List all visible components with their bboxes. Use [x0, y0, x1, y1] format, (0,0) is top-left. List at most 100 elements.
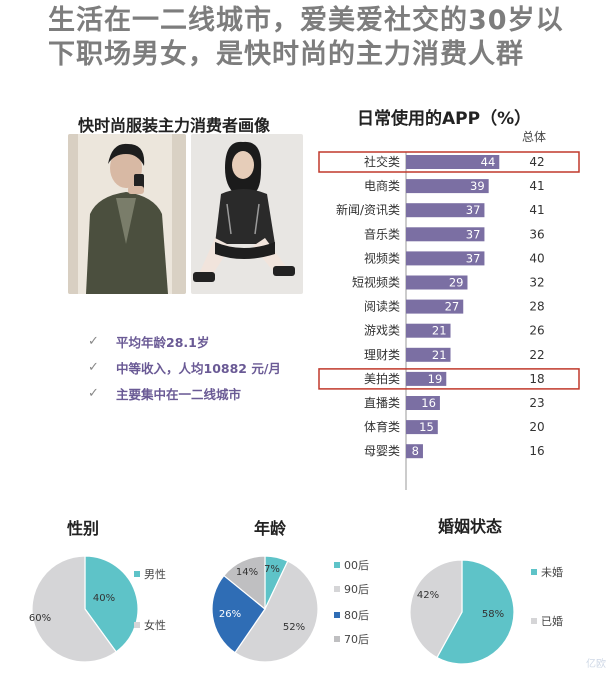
- bar: [406, 227, 485, 242]
- consumer-profile-title: 快时尚服装主力消费者画像: [78, 116, 271, 135]
- headline-line-1: 生活在一二线城市，爱美爱社交的30岁以: [48, 5, 564, 36]
- bullet-city-tier: ✓ 主要集中在一二线城市: [88, 380, 281, 406]
- bar-value-label: 37: [466, 203, 481, 217]
- category-label: 电商类: [364, 178, 400, 193]
- bullet-text: 中等收入，人均10882 元/月: [116, 360, 281, 376]
- category-label: 体育类: [364, 419, 400, 434]
- bar: [406, 444, 423, 459]
- bar: [406, 347, 451, 362]
- bar-value-label: 21: [432, 348, 447, 362]
- overall-value-label: 32: [529, 276, 544, 290]
- category-label: 母婴类: [364, 444, 400, 458]
- legend-swatch: [334, 562, 340, 568]
- overall-column-header: 总体: [522, 130, 547, 144]
- legend-label: 80后: [344, 609, 369, 622]
- bar: [406, 251, 485, 266]
- pie-percent-label: 60%: [29, 613, 51, 624]
- legend-swatch: [531, 618, 537, 624]
- category-label: 阅读类: [364, 300, 400, 314]
- female-figure-image: [191, 134, 303, 294]
- pie-percent-label: 7%: [264, 564, 280, 575]
- bar-value-label: 16: [421, 396, 436, 410]
- female-consumer-photo: [191, 134, 303, 294]
- bar-value-label: 44: [481, 155, 496, 169]
- category-label: 美拍类: [364, 371, 400, 386]
- overall-value-label: 20: [529, 420, 544, 434]
- highlight-box: [318, 151, 580, 173]
- male-consumer-photo: [68, 134, 186, 294]
- pie-percent-label: 26%: [219, 609, 241, 620]
- category-label: 游戏类: [364, 324, 400, 338]
- bar-value-label: 37: [466, 251, 481, 265]
- bar: [406, 396, 440, 410]
- bar: [406, 203, 485, 218]
- category-label: 音乐类: [364, 226, 400, 241]
- age-pie-title: 年龄: [254, 519, 287, 538]
- male-figure-image: [68, 134, 186, 294]
- bullet-text: 平均年龄28.1岁: [116, 334, 210, 350]
- bullet-income: ✓ 中等收入，人均10882 元/月: [88, 354, 281, 380]
- bullet-text: 主要集中在一二线城市: [116, 386, 242, 402]
- category-label: 直播类: [364, 396, 400, 410]
- bar-value-label: 15: [419, 420, 434, 434]
- overall-value-label: 28: [529, 300, 544, 314]
- highlight-box: [318, 368, 580, 390]
- pie-slice: [31, 555, 117, 663]
- legend-swatch: [334, 636, 340, 642]
- overall-value-label: 42: [529, 155, 544, 169]
- bar-value-label: 19: [428, 372, 443, 386]
- overall-value-label: 26: [529, 324, 544, 338]
- check-icon: ✓: [88, 385, 99, 401]
- bar: [406, 420, 438, 435]
- bar-value-label: 39: [470, 179, 485, 193]
- legend-swatch: [531, 569, 537, 575]
- bar: [406, 275, 468, 290]
- bar-value-label: 29: [449, 276, 464, 290]
- pie-slice: [409, 559, 463, 659]
- check-icon: ✓: [88, 359, 99, 375]
- bar-value-label: 21: [432, 324, 447, 338]
- legend-swatch: [134, 622, 140, 628]
- legend-label: 70后: [344, 633, 369, 646]
- overall-value-label: 16: [529, 444, 544, 458]
- legend-label: 90后: [344, 583, 369, 596]
- pie-slice: [264, 555, 289, 610]
- bar: [406, 323, 451, 338]
- legend-swatch: [334, 612, 340, 618]
- overall-value-label: 23: [529, 396, 544, 410]
- pie-percent-label: 58%: [482, 609, 504, 620]
- category-label: 社交类: [364, 154, 400, 169]
- overall-value-label: 18: [529, 372, 544, 386]
- legend-label: 未婚: [541, 565, 563, 579]
- pie-slice: [223, 555, 266, 611]
- legend-label: 00后: [344, 559, 369, 572]
- overall-value-label: 40: [529, 251, 544, 265]
- bar: [406, 299, 464, 314]
- bullet-average-age: ✓ 平均年龄28.1岁: [88, 328, 281, 354]
- category-label: 新闻/资讯类: [336, 202, 400, 217]
- pie-slice: [436, 559, 515, 665]
- headline: 生活在一二线城市，爱美爱社交的30岁以 下职场男女，是快时尚的主力消费人群: [48, 4, 608, 72]
- pie-percent-label: 42%: [417, 590, 439, 601]
- category-label: 视频类: [364, 250, 400, 265]
- pie-percent-label: 40%: [93, 593, 115, 604]
- check-icon: ✓: [88, 333, 99, 349]
- pie-percent-label: 52%: [283, 622, 305, 633]
- overall-value-label: 36: [529, 227, 544, 241]
- bar-value-label: 27: [445, 300, 460, 314]
- headline-line-2: 下职场男女，是快时尚的主力消费人群: [48, 39, 524, 70]
- legend-swatch: [334, 586, 340, 592]
- consumer-profile-bullets: ✓ 平均年龄28.1岁 ✓ 中等收入，人均10882 元/月 ✓ 主要集中在一二…: [88, 328, 281, 406]
- bar-value-label: 37: [466, 227, 481, 241]
- app-chart-title: 日常使用的APP（%）: [357, 109, 532, 129]
- category-label: 短视频类: [352, 275, 400, 290]
- marital-pie-title: 婚姻状态: [438, 517, 503, 536]
- pie-slice: [84, 555, 139, 653]
- overall-value-label: 41: [529, 179, 544, 193]
- category-label: 理财类: [364, 348, 400, 362]
- bar: [406, 179, 489, 194]
- overall-value-label: 22: [529, 348, 544, 362]
- legend-label: 已婚: [541, 614, 563, 628]
- bar: [406, 371, 447, 386]
- legend-swatch: [134, 571, 140, 577]
